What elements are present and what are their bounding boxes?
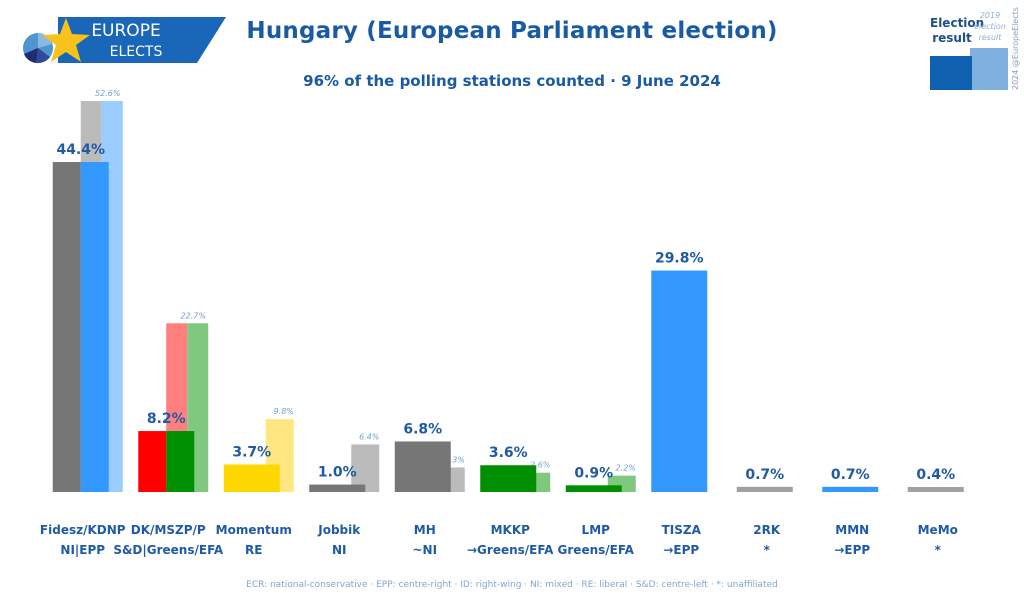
category-label-group: →Greens/EFA	[467, 543, 554, 557]
category-label-party: LMP	[582, 523, 611, 537]
logo-line2: ELECTS	[110, 44, 163, 60]
category-label-party: TISZA	[662, 523, 702, 537]
category-label-party: MH	[414, 523, 436, 537]
bar-2024-dk-mszp-p	[138, 431, 167, 492]
bar-2024-lmp	[565, 485, 622, 492]
bar-2024-jobbik	[309, 484, 366, 492]
data-label-2024: 44.4%	[56, 142, 105, 158]
chart-subtitle: 96% of the polling stations counted · 9 …	[303, 72, 721, 90]
bar-2024-mh	[394, 441, 451, 492]
category-label-party: 2RK	[753, 523, 781, 537]
data-label-2024: 1.0%	[318, 465, 357, 481]
legend-swatch-2019	[970, 48, 1008, 90]
bar-2024-dk-mszp-p	[166, 431, 195, 492]
category-label-party: MKKP	[491, 523, 531, 537]
legend-label-election-result: Election result	[930, 16, 985, 45]
category-label-party: MMN	[835, 523, 869, 537]
category-label-party: Fidesz/KDNP	[40, 523, 126, 537]
category-label-group: →EPP	[663, 543, 699, 557]
legend-label-2019-result: 2019 election result	[974, 11, 1006, 42]
europe-elects-logo: EUROPE ELECTS	[23, 17, 226, 64]
logo-banner	[58, 17, 226, 63]
bar-2024-mkkp	[480, 465, 537, 492]
footnote: ECR: national-conservative · EPP: centre…	[246, 580, 778, 590]
bar-2024-fidesz-kdnp	[52, 162, 81, 492]
category-label-group: Greens/EFA	[558, 543, 635, 557]
bar-2024-tisza	[651, 270, 708, 492]
category-label-group: NI	[332, 543, 347, 557]
data-label-2024: 3.7%	[232, 445, 271, 461]
data-label-2024: 0.7%	[831, 467, 870, 483]
data-label-2024: 0.7%	[745, 467, 784, 483]
category-label-party: Jobbik	[317, 523, 361, 537]
data-label-2019: 6.4%	[359, 432, 379, 441]
category-label-group: *	[764, 543, 771, 557]
category-label-party: DK/MSZP/P	[131, 523, 206, 537]
data-label-2024: 8.2%	[147, 411, 186, 427]
bar-2024-2rk	[736, 486, 793, 492]
data-label-2024: 6.8%	[403, 421, 442, 437]
category-label-party: MeMo	[918, 523, 958, 537]
category-label-group: →EPP	[834, 543, 870, 557]
bar-2024-momentum	[223, 464, 280, 492]
data-label-2024: 29.8%	[655, 251, 704, 267]
data-label-2024: 0.4%	[916, 467, 955, 483]
data-label-2019: 2.2%	[616, 464, 636, 473]
bar-2019-jobbik	[351, 444, 380, 492]
pie-chart-icon	[23, 33, 53, 64]
category-label-party: Momentum	[216, 523, 292, 537]
data-label-2019: 9.8%	[274, 407, 294, 416]
chart-title: Hungary (European Parliament election)	[246, 18, 778, 44]
category-label-group: ~NI	[412, 543, 437, 557]
category-label-group: RE	[245, 543, 262, 557]
bar-2024-fidesz-kdnp	[80, 162, 109, 492]
data-label-2024: 3.6%	[489, 445, 528, 461]
logo-line1: EUROPE	[91, 21, 160, 41]
data-label-2019: 22.7%	[181, 311, 206, 320]
category-label-group: NI|EPP	[60, 543, 105, 557]
data-label-2019: 3.3%	[445, 455, 465, 464]
data-label-2024: 0.9%	[574, 465, 613, 481]
star-icon	[42, 18, 90, 62]
bar-2024-mmn	[822, 486, 879, 492]
bar-2024-memo	[907, 487, 964, 492]
data-label-2019: 52.6%	[95, 89, 120, 98]
category-label-group: S&D|Greens/EFA	[113, 543, 224, 557]
data-label-2019: 2.6%	[530, 461, 550, 470]
legend-swatch-election	[930, 56, 972, 90]
category-label-group: *	[935, 543, 942, 557]
